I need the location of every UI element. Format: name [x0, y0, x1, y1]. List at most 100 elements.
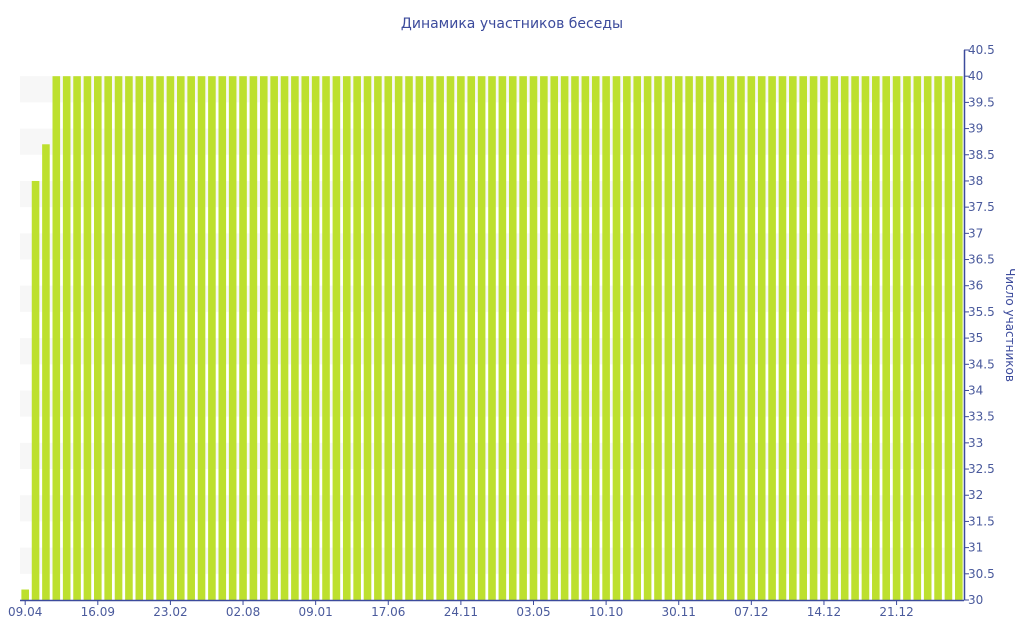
bar — [374, 76, 382, 600]
y-tick-label: 36.5 — [968, 253, 995, 267]
bar — [882, 76, 890, 600]
bar — [643, 76, 652, 600]
y-tick-label: 32 — [968, 488, 983, 502]
bar — [187, 76, 195, 600]
bar — [467, 76, 476, 600]
x-tick-label: 07.12 — [734, 605, 768, 619]
bar — [757, 76, 766, 600]
bar — [415, 76, 424, 600]
bar — [540, 76, 548, 600]
bar — [654, 76, 662, 600]
bar — [259, 76, 268, 600]
bar — [342, 76, 351, 600]
y-tick-label: 34.5 — [968, 357, 995, 371]
bar — [913, 76, 922, 600]
y-tick-label: 30.5 — [968, 567, 995, 581]
bar — [903, 76, 911, 600]
x-tick-label: 03.05 — [516, 605, 550, 619]
bar — [488, 76, 496, 600]
x-tick-label: 14.12 — [807, 605, 841, 619]
bar — [73, 76, 81, 600]
y-tick-label: 34 — [968, 383, 983, 397]
x-tick-label: 10.10 — [589, 605, 623, 619]
bar — [674, 76, 683, 600]
bar — [83, 76, 92, 600]
bar — [840, 76, 849, 600]
bar — [363, 76, 372, 600]
x-tick-label: 16.09 — [81, 605, 115, 619]
bar — [457, 76, 465, 600]
bar — [384, 76, 393, 600]
bar — [861, 76, 870, 600]
y-tick-label: 33 — [968, 436, 983, 450]
bar — [529, 76, 538, 600]
bar — [197, 76, 206, 600]
bar — [581, 76, 590, 600]
x-tick-label: 24.11 — [444, 605, 478, 619]
bar — [508, 76, 517, 600]
y-tick-label: 40 — [968, 69, 983, 83]
bar — [353, 76, 361, 600]
y-tick-label: 38 — [968, 174, 983, 188]
bar — [498, 76, 507, 600]
y-tick-label: 37 — [968, 226, 983, 240]
bar — [446, 76, 455, 600]
bar — [62, 76, 71, 600]
bar — [768, 76, 776, 600]
bar — [706, 76, 714, 600]
bar — [156, 76, 164, 600]
bar — [747, 76, 756, 600]
bar — [571, 76, 579, 600]
bar — [820, 76, 828, 600]
bar — [716, 76, 725, 600]
bar — [322, 76, 330, 600]
bar — [934, 76, 942, 600]
bar — [114, 76, 123, 600]
bar — [664, 76, 673, 600]
bar — [31, 180, 40, 600]
bar — [809, 76, 818, 600]
y-tick-label: 32.5 — [968, 462, 995, 476]
bar — [52, 76, 61, 600]
y-tick-label: 30 — [968, 593, 983, 607]
bar — [135, 76, 144, 600]
bar — [560, 76, 569, 600]
bar — [944, 76, 953, 600]
bar — [249, 76, 258, 600]
bar — [477, 76, 486, 600]
bar — [623, 76, 631, 600]
bar — [612, 76, 621, 600]
bar — [218, 76, 227, 600]
x-tick-label: 23.02 — [153, 605, 187, 619]
y-axis-label: Число участников — [1003, 268, 1017, 382]
bar — [695, 76, 704, 600]
bar — [394, 76, 403, 600]
x-tick-label: 02.08 — [226, 605, 260, 619]
y-tick-label: 31.5 — [968, 514, 995, 528]
chart-title: Динамика участников беседы — [401, 16, 623, 32]
bar — [436, 76, 444, 600]
bar — [789, 76, 797, 600]
bar — [208, 76, 216, 600]
y-tick-label: 39 — [968, 122, 983, 136]
bar — [519, 76, 527, 600]
y-tick-label: 36 — [968, 279, 983, 293]
bar — [955, 76, 963, 600]
bar — [799, 76, 808, 600]
bar — [166, 76, 175, 600]
bar — [270, 76, 278, 600]
bar — [685, 76, 693, 600]
bar — [332, 76, 341, 600]
bar — [228, 76, 237, 600]
bar — [726, 76, 735, 600]
bar — [94, 76, 102, 600]
bar — [311, 76, 320, 600]
bar — [851, 76, 859, 600]
y-tick-label: 35 — [968, 331, 983, 345]
bar — [602, 76, 610, 600]
x-tick-label: 09.01 — [298, 605, 332, 619]
bar — [872, 76, 880, 600]
bar — [778, 76, 787, 600]
bar — [239, 76, 247, 600]
